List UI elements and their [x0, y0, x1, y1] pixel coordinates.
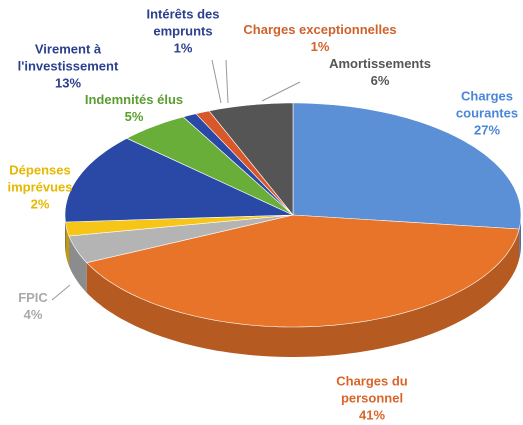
slice [68, 214, 294, 264]
leader-line [51, 284, 71, 301]
slice-side [86, 229, 520, 357]
slice [208, 102, 294, 216]
value-label: 1% [310, 39, 330, 54]
slice-label: Charges du personnel 41% [322, 373, 422, 424]
value-label: 27% [473, 122, 501, 138]
slice-side [65, 222, 69, 266]
leader-line [225, 59, 229, 104]
category-name: Charges courantes [455, 88, 519, 121]
value-label: 1% [173, 40, 193, 56]
category-name: Charges exceptionnelles [243, 22, 397, 37]
leader-line [211, 59, 222, 104]
slice-side-shade [86, 229, 520, 357]
category-name: Virement à l'investissement [17, 41, 119, 74]
slice-side-shade [65, 222, 69, 266]
leader-line [261, 81, 301, 102]
slice-side [69, 236, 87, 293]
category-name: Indemnités élus [84, 92, 184, 107]
slice-label: Dépenses imprévues 2% [0, 162, 80, 213]
slice-label: Charges exceptionnelles 1% [233, 21, 408, 55]
value-label: 5% [124, 109, 144, 124]
value-label: 6% [370, 73, 390, 88]
value-label: 13% [54, 75, 82, 91]
slice [292, 102, 522, 230]
slice-side-shade [69, 236, 87, 293]
category-name: Amortissements [329, 56, 431, 71]
slice-label: Intérêts des emprunts 1% [136, 6, 231, 57]
slice-side [519, 215, 521, 259]
value-label: 41% [358, 407, 386, 423]
category-name: Intérêts des emprunts [146, 6, 220, 39]
slice-label: FPIC 4% [11, 289, 55, 323]
category-name: Charges du personnel [336, 373, 408, 406]
slice-label: Amortissements 6% [320, 55, 440, 89]
slice-side-shade [519, 215, 521, 259]
slice-label: Charges courantes 27% [447, 88, 523, 139]
category-name: FPIC [18, 290, 48, 305]
slice [64, 137, 294, 223]
slice [126, 116, 294, 216]
value-label: 4% [23, 307, 43, 322]
slice-label: Indemnités élus 5% [79, 91, 189, 125]
value-label: 2% [30, 196, 50, 212]
slice [86, 214, 520, 328]
category-name: Dépenses imprévues [7, 162, 73, 195]
slice-label: Virement à l'investissement 13% [8, 41, 128, 92]
